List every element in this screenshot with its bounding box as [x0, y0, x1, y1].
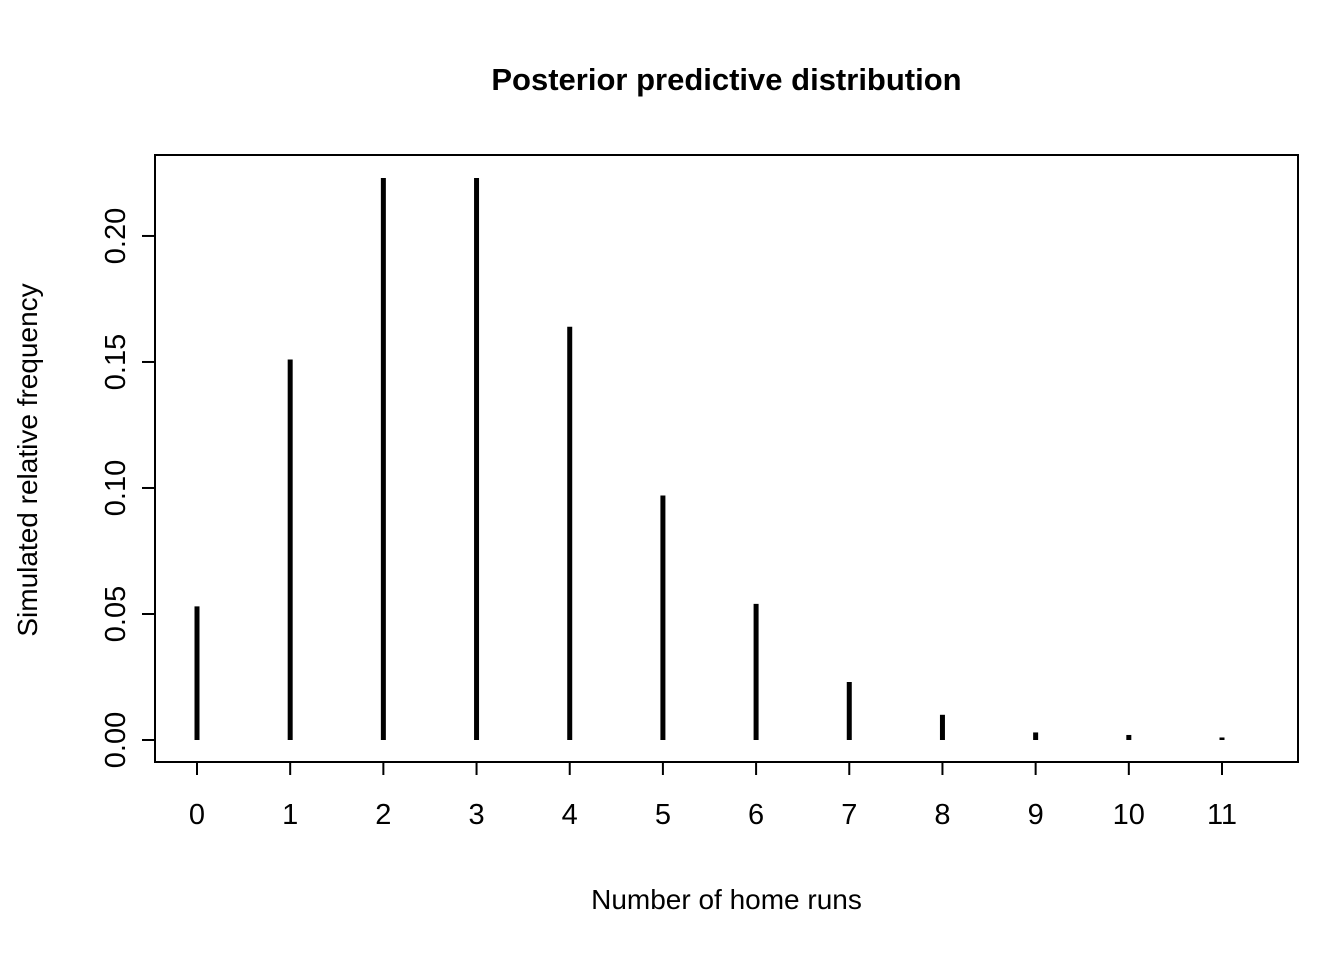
chart-title: Posterior predictive distribution [491, 62, 962, 97]
x-tick-label: 6 [748, 799, 764, 831]
x-tick-label: 3 [468, 799, 484, 831]
x-tick-label: 5 [655, 799, 671, 831]
y-tick-label: 0.00 [100, 712, 132, 768]
y-tick-label: 0.10 [100, 460, 132, 516]
x-tick-label: 8 [934, 799, 950, 831]
x-tick-label: 0 [189, 799, 205, 831]
x-tick-label: 1 [282, 799, 298, 831]
x-tick-label: 9 [1028, 799, 1044, 831]
x-axis-label: Number of home runs [591, 884, 862, 915]
plot-box [154, 154, 1299, 763]
y-tick-label: 0.15 [100, 334, 132, 390]
x-tick-label: 10 [1113, 799, 1145, 831]
x-tick-label: 7 [841, 799, 857, 831]
x-tick-label: 4 [562, 799, 578, 831]
x-tick-label: 2 [375, 799, 391, 831]
y-tick-label: 0.05 [100, 586, 132, 642]
x-tick-label: 11 [1207, 799, 1237, 831]
y-tick-label: 0.20 [100, 208, 132, 264]
